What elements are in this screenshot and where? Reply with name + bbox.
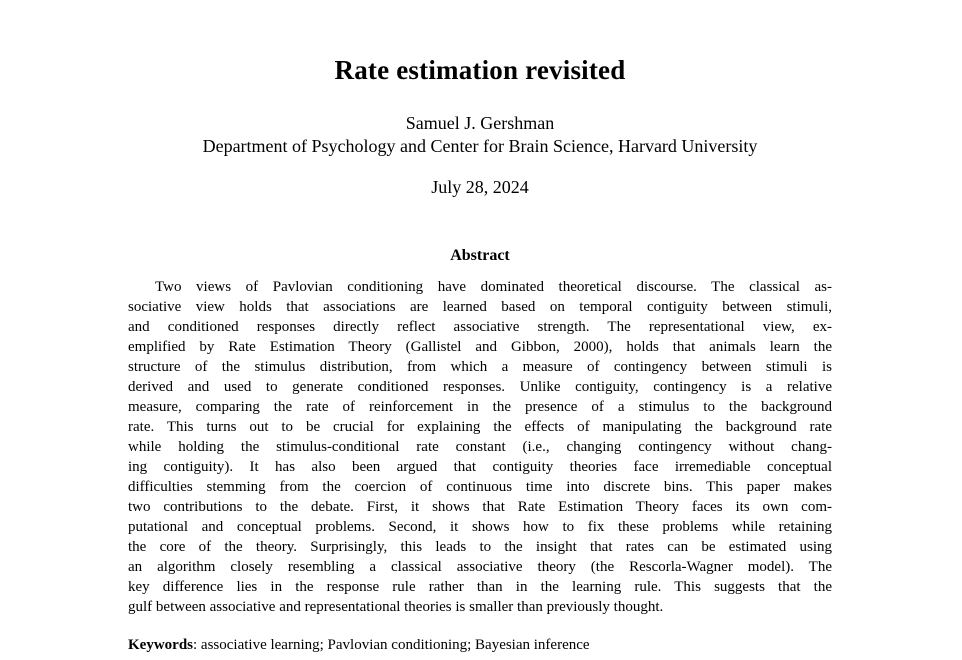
abstract-line: ing contiguity). It has also been argued…: [128, 459, 832, 475]
paper-page: Rate estimation revisited Samuel J. Gers…: [128, 0, 832, 655]
abstract-line: two contributions to the debate. First, …: [128, 499, 832, 515]
author-affiliation: Department of Psychology and Center for …: [202, 136, 758, 156]
abstract-line: emplified by Rate Estimation Theory (Gal…: [128, 339, 832, 355]
paper-title: Rate estimation revisited: [334, 55, 626, 85]
abstract-line: gulf between associative and representat…: [128, 599, 664, 615]
abstract-body: Two views of Pavlovian conditioning have…: [128, 277, 832, 617]
abstract-line: while holding the stimulus-conditional r…: [128, 439, 832, 455]
author-name: Samuel J. Gershman: [405, 113, 555, 133]
abstract-line: key difference lies in the response rule…: [128, 579, 832, 595]
abstract-line: Two views of Pavlovian conditioning have…: [155, 279, 832, 295]
keywords-line: Keywords: associative learning; Pavlovia…: [128, 635, 832, 655]
abstract-line: sociative view holds that associations a…: [128, 299, 832, 315]
keywords-text: : associative learning; Pavlovian condit…: [193, 637, 590, 653]
abstract-line: measure, comparing the rate of reinforce…: [128, 399, 832, 415]
abstract-line: rate. This turns out to be crucial for e…: [128, 419, 832, 435]
abstract-line: structure of the stimulus distribution, …: [128, 359, 832, 375]
paper-date: July 28, 2024: [431, 177, 529, 197]
abstract-line: difficulties stemming from the coercion …: [128, 479, 832, 495]
abstract-line: derived and used to generate conditioned…: [128, 379, 832, 395]
abstract-line: an algorithm closely resembling a classi…: [128, 559, 832, 575]
keywords-label: Keywords: [128, 637, 193, 653]
abstract-heading: Abstract: [450, 247, 510, 264]
abstract-line: and conditioned responses directly refle…: [128, 319, 832, 335]
abstract-line: the core of the theory. Surprisingly, th…: [128, 539, 832, 555]
abstract-line: putational and conceptual problems. Seco…: [128, 519, 832, 535]
